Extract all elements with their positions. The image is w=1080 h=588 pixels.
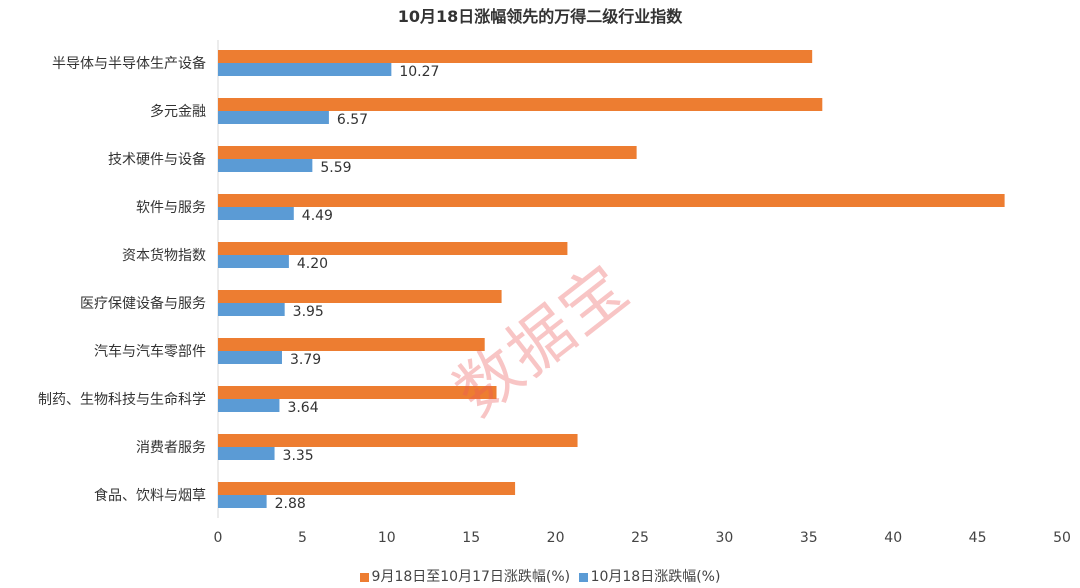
bar-series-1	[218, 146, 637, 159]
data-label: 3.35	[283, 448, 314, 464]
x-tick-label: 45	[969, 530, 987, 546]
data-label: 5.59	[320, 160, 351, 176]
data-label: 2.88	[275, 496, 306, 512]
category-label: 资本货物指数	[122, 247, 206, 264]
bar-series-1	[218, 386, 497, 399]
x-tick-label: 35	[800, 530, 818, 546]
bar-series-1	[218, 50, 813, 63]
bar-series-2	[218, 495, 267, 508]
bar-series-2	[218, 399, 280, 412]
category-label: 半导体与半导体生产设备	[52, 55, 206, 72]
legend-item-series-2: 10月18日涨跌幅(%)	[578, 569, 721, 585]
category-label: 汽车与汽车零部件	[94, 343, 206, 360]
data-label: 4.49	[302, 208, 333, 224]
legend: 9月18日至10月17日涨跌幅(%) 10月18日涨跌幅(%)	[0, 566, 1080, 586]
bar-series-1	[218, 482, 516, 495]
x-tick-label: 50	[1053, 530, 1071, 546]
x-tick-label: 40	[884, 530, 902, 546]
data-label: 10.27	[399, 64, 439, 80]
category-label: 多元金融	[150, 103, 206, 120]
bar-series-2	[218, 207, 294, 220]
bar-series-2	[218, 303, 285, 316]
x-tick-label: 30	[715, 530, 733, 546]
bar-series-2	[218, 255, 289, 268]
category-label: 制药、生物科技与生命科学	[38, 391, 206, 408]
x-tick-label: 20	[547, 530, 565, 546]
bar-series-2	[218, 447, 275, 460]
category-label: 食品、饮料与烟草	[94, 487, 206, 504]
bar-series-1	[218, 194, 1005, 207]
x-tick-label: 25	[631, 530, 649, 546]
category-label: 软件与服务	[136, 200, 206, 216]
bar-series-1	[218, 98, 823, 111]
x-tick-label: 15	[462, 530, 480, 546]
category-label: 消费者服务	[136, 440, 206, 456]
bar-series-2	[218, 63, 392, 76]
data-label: 6.57	[337, 112, 368, 128]
bar-series-1	[218, 242, 568, 255]
bar-series-2	[218, 159, 313, 172]
bar-series-1	[218, 434, 578, 447]
legend-item-series-1: 9月18日至10月17日涨跌幅(%)	[359, 569, 571, 585]
category-label: 医疗保健设备与服务	[80, 295, 206, 312]
legend-swatch-orange	[359, 572, 369, 582]
legend-swatch-blue	[578, 572, 588, 582]
legend-label: 9月18日至10月17日涨跌幅(%)	[371, 569, 571, 585]
legend-label: 10月18日涨跌幅(%)	[590, 569, 721, 585]
data-label: 3.79	[290, 352, 321, 368]
bar-series-1	[218, 338, 485, 351]
data-label: 3.64	[287, 400, 318, 416]
category-label: 技术硬件与设备	[108, 151, 206, 168]
x-tick-label: 5	[298, 530, 307, 546]
chart-title: 10月18日涨幅领先的万得二级行业指数	[397, 7, 683, 26]
bar-series-1	[218, 290, 502, 303]
data-label: 4.20	[297, 256, 328, 272]
x-tick-label: 0	[214, 530, 223, 546]
bar-series-2	[218, 111, 329, 124]
data-label: 3.95	[293, 304, 324, 320]
x-tick-label: 10	[378, 530, 396, 546]
bar-series-2	[218, 351, 282, 364]
